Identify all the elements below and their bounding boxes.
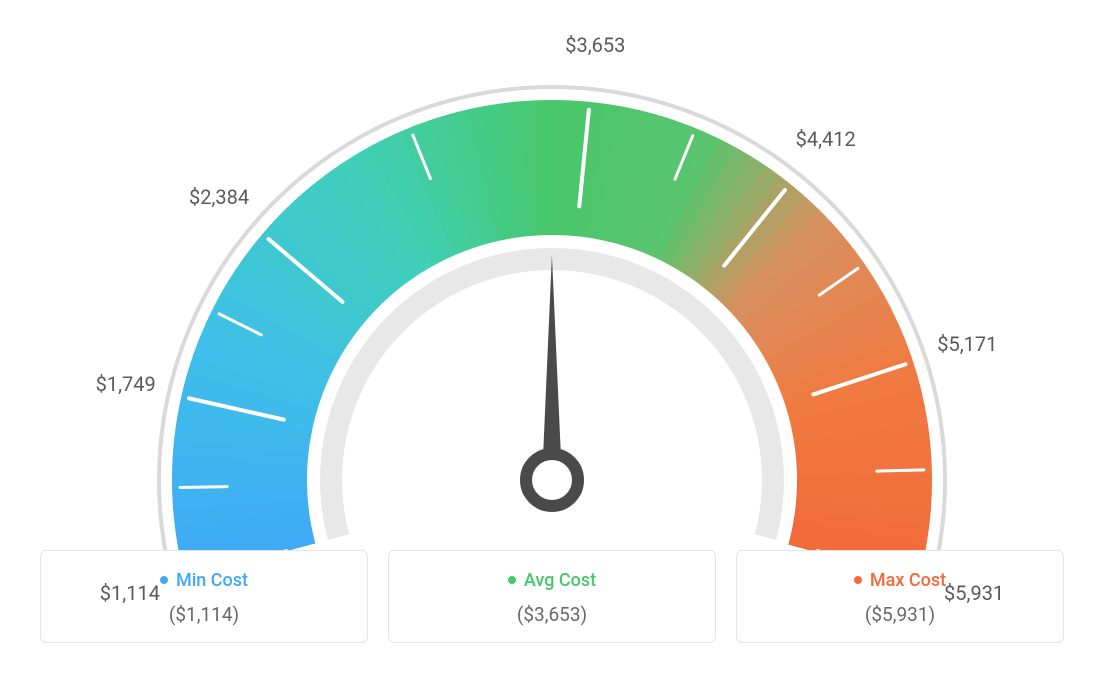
gauge-svg [0,0,1104,550]
max-cost-card: Max Cost ($5,931) [736,550,1064,643]
min-cost-label: Min Cost [176,570,248,591]
max-cost-value: ($5,931) [747,603,1053,626]
gauge-tick-label: $2,384 [189,185,249,209]
max-cost-label: Max Cost [870,570,946,591]
gauge-tick-label: $3,653 [565,33,625,57]
dot-icon [854,576,862,584]
min-cost-card: Min Cost ($1,114) [40,550,368,643]
min-cost-value: ($1,114) [51,603,357,626]
gauge-tick-label: $1,114 [100,581,160,605]
dot-icon [508,576,516,584]
gauge-tick-label: $5,171 [937,332,997,356]
gauge-tick-label: $1,749 [96,372,156,396]
max-cost-title: Max Cost [854,570,946,591]
dot-icon [160,576,168,584]
gauge-chart: $1,114$1,749$2,384$3,653$4,412$5,171$5,9… [0,0,1104,550]
avg-cost-card: Avg Cost ($3,653) [388,550,716,643]
avg-cost-value: ($3,653) [399,603,705,626]
gauge-tick-label: $4,412 [796,127,856,151]
gauge-tick-label: $5,931 [944,581,1004,605]
avg-cost-title: Avg Cost [508,570,596,591]
summary-cards: Min Cost ($1,114) Avg Cost ($3,653) Max … [0,550,1104,643]
avg-cost-label: Avg Cost [524,570,596,591]
min-cost-title: Min Cost [160,570,248,591]
